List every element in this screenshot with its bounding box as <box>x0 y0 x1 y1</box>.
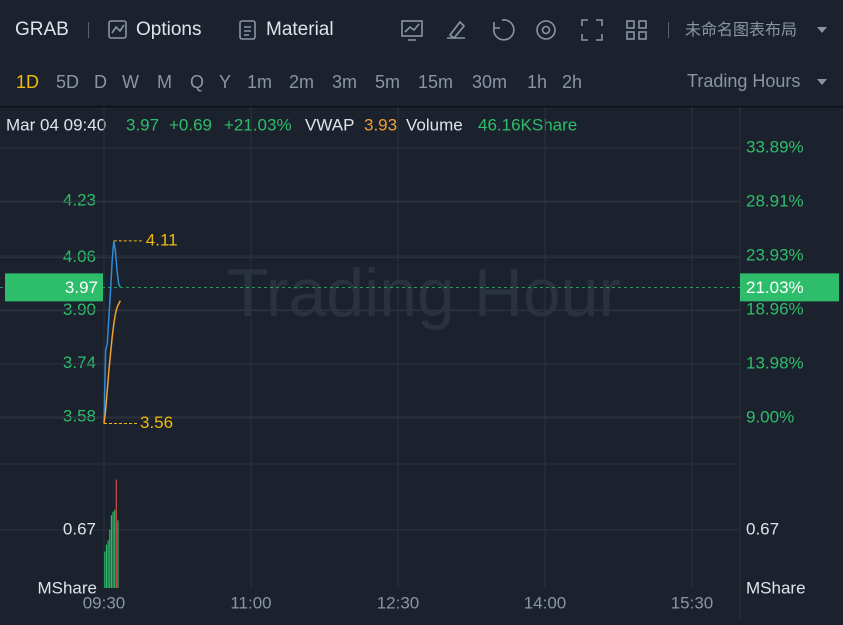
period-button[interactable]: 1h <box>527 72 547 92</box>
options-button[interactable]: Options <box>136 19 201 40</box>
divider <box>88 22 89 38</box>
info-time: Mar 04 09:40 <box>6 115 106 134</box>
period-button[interactable]: Y <box>219 72 231 92</box>
indicator-icon[interactable] <box>401 20 423 41</box>
volume-bar <box>105 544 108 588</box>
volume-tick-label: 0.67 <box>63 519 96 538</box>
options-icon[interactable] <box>108 20 127 39</box>
x-tick-label: 12:30 <box>377 593 420 612</box>
watermark: Trading Hour <box>227 255 621 331</box>
reset-icon[interactable] <box>493 19 515 41</box>
y2-tick-label: 28.91% <box>746 192 804 211</box>
dropdown-arrow[interactable] <box>817 27 827 33</box>
separator <box>0 106 843 108</box>
info-vwap-label: VWAP <box>305 115 354 134</box>
high-label: 4.11 <box>146 230 178 249</box>
dropdown-arrow[interactable] <box>817 79 827 85</box>
period-button[interactable]: 5m <box>375 72 400 92</box>
y-tick-label: 3.58 <box>63 406 96 425</box>
y-tick-label: 3.74 <box>63 353 96 372</box>
period-button[interactable]: 5D <box>56 72 79 92</box>
series-line <box>103 300 122 424</box>
info-price: 3.97 <box>126 115 159 134</box>
x-tick-label: 09:30 <box>83 593 126 612</box>
period-button[interactable]: W <box>122 72 139 92</box>
period-button[interactable]: 2h <box>562 72 582 92</box>
info-volume-label: Volume <box>406 115 463 134</box>
period-button[interactable]: 15m <box>418 72 453 92</box>
draw-icon[interactable] <box>447 20 466 40</box>
last-pct-label: 21.03% <box>746 278 804 297</box>
session-selector[interactable]: Trading Hours <box>687 71 800 91</box>
y-tick-label: 4.23 <box>63 191 96 210</box>
info-volume: 46.16KShare <box>478 115 577 134</box>
volume-bar <box>117 520 119 588</box>
series-line <box>103 240 122 424</box>
y2-tick-label: 33.89% <box>746 137 804 156</box>
last-pct-tag <box>740 273 839 302</box>
settings-icon[interactable] <box>536 20 556 40</box>
layout-icon[interactable] <box>626 20 647 40</box>
period-button[interactable]: 3m <box>332 72 357 92</box>
layout-name[interactable]: 未命名图表布局 <box>685 21 797 39</box>
y2-tick-label: 18.96% <box>746 299 804 318</box>
material-button[interactable]: Material <box>266 19 334 40</box>
fullscreen-icon[interactable] <box>581 19 603 41</box>
period-button[interactable]: 1m <box>247 72 272 92</box>
last-price-label: 3.97 <box>65 278 98 297</box>
period-button[interactable]: 2m <box>289 72 314 92</box>
volume-tick-label: 0.67 <box>746 519 779 538</box>
volume-bar <box>107 540 109 588</box>
volume-bar <box>110 515 112 588</box>
divider <box>668 22 669 38</box>
period-button[interactable]: D <box>94 72 107 92</box>
y2-tick-label: 13.98% <box>746 353 804 372</box>
volume-unit: MShare <box>746 578 806 597</box>
period-button[interactable]: M <box>157 72 172 92</box>
volume-bar <box>112 511 114 588</box>
info-change-pct: +21.03% <box>224 115 292 134</box>
period-button[interactable]: 30m <box>472 72 507 92</box>
x-tick-label: 15:30 <box>671 593 714 612</box>
info-row: Mar 04 09:40 3.97 +0.69 +21.03% VWAP 3.9… <box>6 115 577 134</box>
volume-bar <box>115 479 117 588</box>
x-tick-label: 14:00 <box>524 593 567 612</box>
info-vwap: 3.93 <box>364 115 397 134</box>
last-price-tag <box>5 273 103 302</box>
symbol[interactable]: GRAB <box>15 19 69 40</box>
volume-bar <box>114 509 116 588</box>
low-label: 3.56 <box>140 413 173 432</box>
period-button[interactable]: Q <box>190 72 204 92</box>
material-icon[interactable] <box>239 20 256 40</box>
volume-unit: MShare <box>37 578 97 597</box>
y2-tick-label: 9.00% <box>746 407 794 426</box>
x-tick-label: 11:00 <box>230 593 271 612</box>
volume-bar <box>104 551 106 588</box>
period-button[interactable]: 1D <box>16 72 39 92</box>
info-change: +0.69 <box>169 115 212 134</box>
y2-tick-label: 23.93% <box>746 246 804 265</box>
volume-bar <box>109 529 111 588</box>
